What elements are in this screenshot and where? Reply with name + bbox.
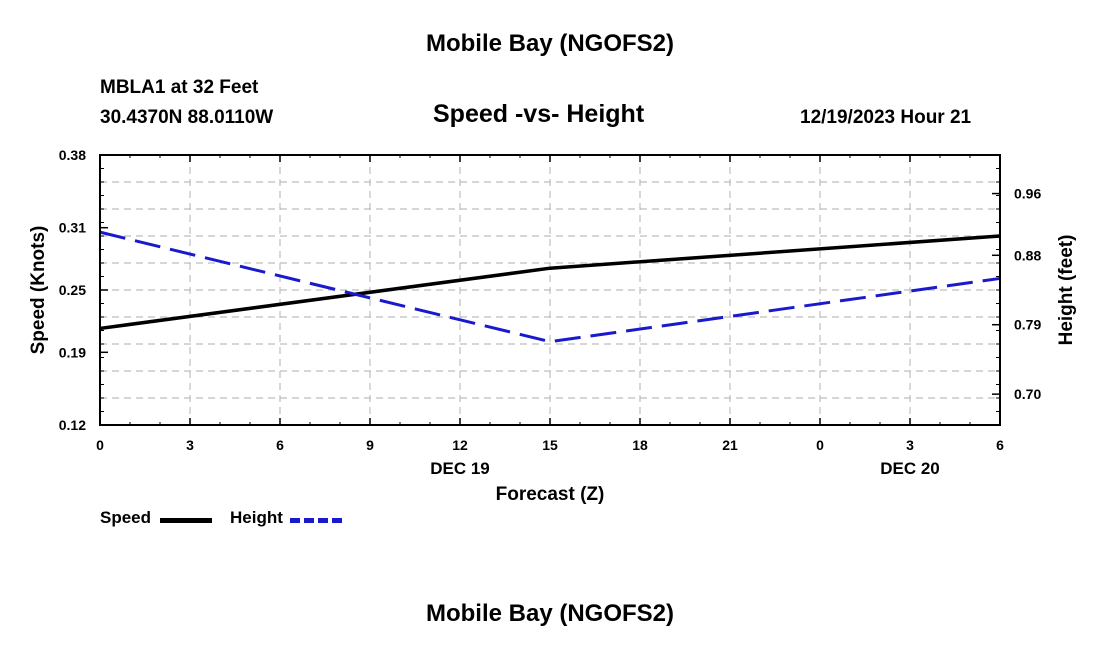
x-tick-label: 12 bbox=[452, 437, 468, 453]
x-tick-label: 18 bbox=[632, 437, 648, 453]
y-left-tick-label: 0.19 bbox=[59, 344, 86, 360]
axis-ticks bbox=[99, 154, 1001, 426]
chart-title: Mobile Bay (NGOFS2) bbox=[425, 30, 675, 57]
x-tick-label: 9 bbox=[366, 437, 374, 453]
x-tick-label: 15 bbox=[542, 437, 558, 453]
y-right-tick-label: 0.79 bbox=[1014, 317, 1041, 333]
y-right-tick-label: 0.70 bbox=[1014, 386, 1041, 402]
y-right-tick-label: 0.88 bbox=[1014, 247, 1041, 263]
y-left-tick-label: 0.25 bbox=[59, 282, 86, 298]
grid bbox=[100, 155, 1000, 425]
x-tick-label: 3 bbox=[906, 437, 914, 453]
x-date-label: DEC 20 bbox=[880, 459, 940, 478]
series-line-height bbox=[99, 230, 1001, 344]
chart-subtitle: Speed -vs- Height bbox=[433, 100, 645, 128]
coordinates-label: 30.4370N 88.0110W bbox=[100, 107, 274, 128]
x-date-label: DEC 19 bbox=[430, 459, 490, 478]
x-tick-label: 3 bbox=[186, 437, 194, 453]
series-lines bbox=[99, 230, 1001, 344]
timestamp-label: 12/19/2023 Hour 21 bbox=[800, 107, 972, 128]
y-left-tick-label: 0.12 bbox=[59, 417, 86, 433]
series-line-speed bbox=[99, 234, 1001, 331]
y-right-tick-label: 0.96 bbox=[1014, 186, 1041, 202]
x-axis-title: Forecast (Z) bbox=[496, 484, 605, 505]
x-tick-label: 0 bbox=[96, 437, 104, 453]
x-tick-label: 6 bbox=[276, 437, 284, 453]
x-tick-label: 0 bbox=[816, 437, 824, 453]
y-left-tick-label: 0.31 bbox=[59, 220, 86, 236]
legend-label-speed: Speed bbox=[100, 508, 152, 527]
station-label: MBLA1 at 32 Feet bbox=[100, 77, 259, 98]
footer-title: Mobile Bay (NGOFS2) bbox=[425, 600, 675, 627]
y-left-axis-title: Speed (Knots) bbox=[28, 226, 49, 355]
legend-label-height: Height bbox=[230, 508, 283, 527]
axis-labels: 0 3 6 9 12 15 18 21 0 3 6 DEC 19 DEC 20 0.12 0.19 0.25 0… bbox=[28, 147, 1077, 505]
legend-swatch-height bbox=[290, 518, 342, 523]
y-left-tick-label: 0.38 bbox=[59, 147, 86, 163]
legend-swatch-speed bbox=[160, 518, 212, 523]
x-tick-label: 21 bbox=[722, 437, 738, 453]
x-tick-label: 6 bbox=[996, 437, 1004, 453]
y-right-axis-title: Height (feet) bbox=[1056, 235, 1077, 346]
